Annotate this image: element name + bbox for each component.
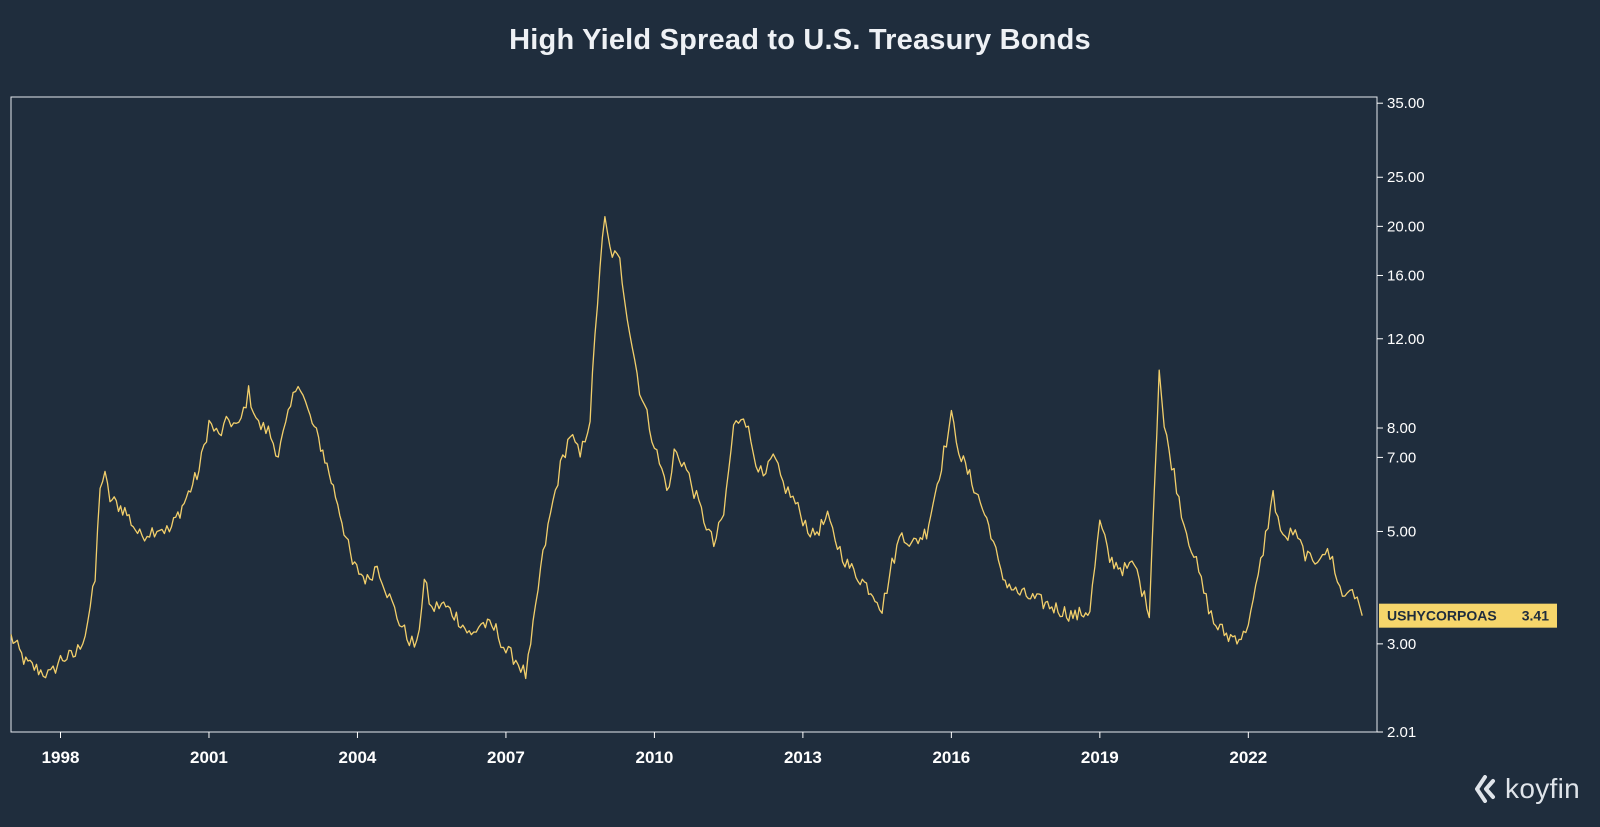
y-axis-tick-label: 25.00 [1387, 169, 1425, 186]
koyfin-logo-icon [1475, 775, 1496, 803]
y-axis-tick-label: 5.00 [1387, 523, 1416, 540]
x-axis-tick-label: 2007 [487, 748, 525, 767]
y-axis-tick-label: 16.00 [1387, 267, 1425, 284]
y-axis-tick-label: 8.00 [1387, 420, 1416, 437]
y-axis-tick-label: 12.00 [1387, 331, 1425, 348]
x-axis-tick-label: 2019 [1081, 748, 1119, 767]
x-axis-tick-label: 2013 [784, 748, 822, 767]
plot-frame [10, 96, 1378, 733]
x-axis-tick-label: 2004 [339, 748, 377, 767]
y-axis-tick-label: 2.01 [1387, 724, 1416, 741]
series-line-ushycorpoas [10, 216, 1363, 680]
x-axis-tick-label: 2001 [190, 748, 228, 767]
y-axis-tick-label: 7.00 [1387, 449, 1416, 466]
brand-wordmark: koyfin [1505, 773, 1580, 804]
x-axis-tick-label: 2010 [635, 748, 673, 767]
y-axis-tick-label: 3.00 [1387, 636, 1416, 653]
y-axis-tick-label: 20.00 [1387, 218, 1425, 235]
x-axis-tick-label: 1998 [42, 748, 80, 767]
y-axis-tick-label: 35.00 [1387, 95, 1425, 112]
x-axis-tick-label: 2022 [1229, 748, 1267, 767]
last-value-series-name: USHYCORPOAS [1387, 608, 1497, 624]
last-value-badge [1379, 603, 1557, 628]
chart-title: High Yield Spread to U.S. Treasury Bonds [509, 24, 1091, 56]
last-value-label: 3.41 [1522, 608, 1549, 624]
brand-logo: koyfin [1471, 773, 1580, 805]
x-axis-tick-label: 2016 [932, 748, 970, 767]
